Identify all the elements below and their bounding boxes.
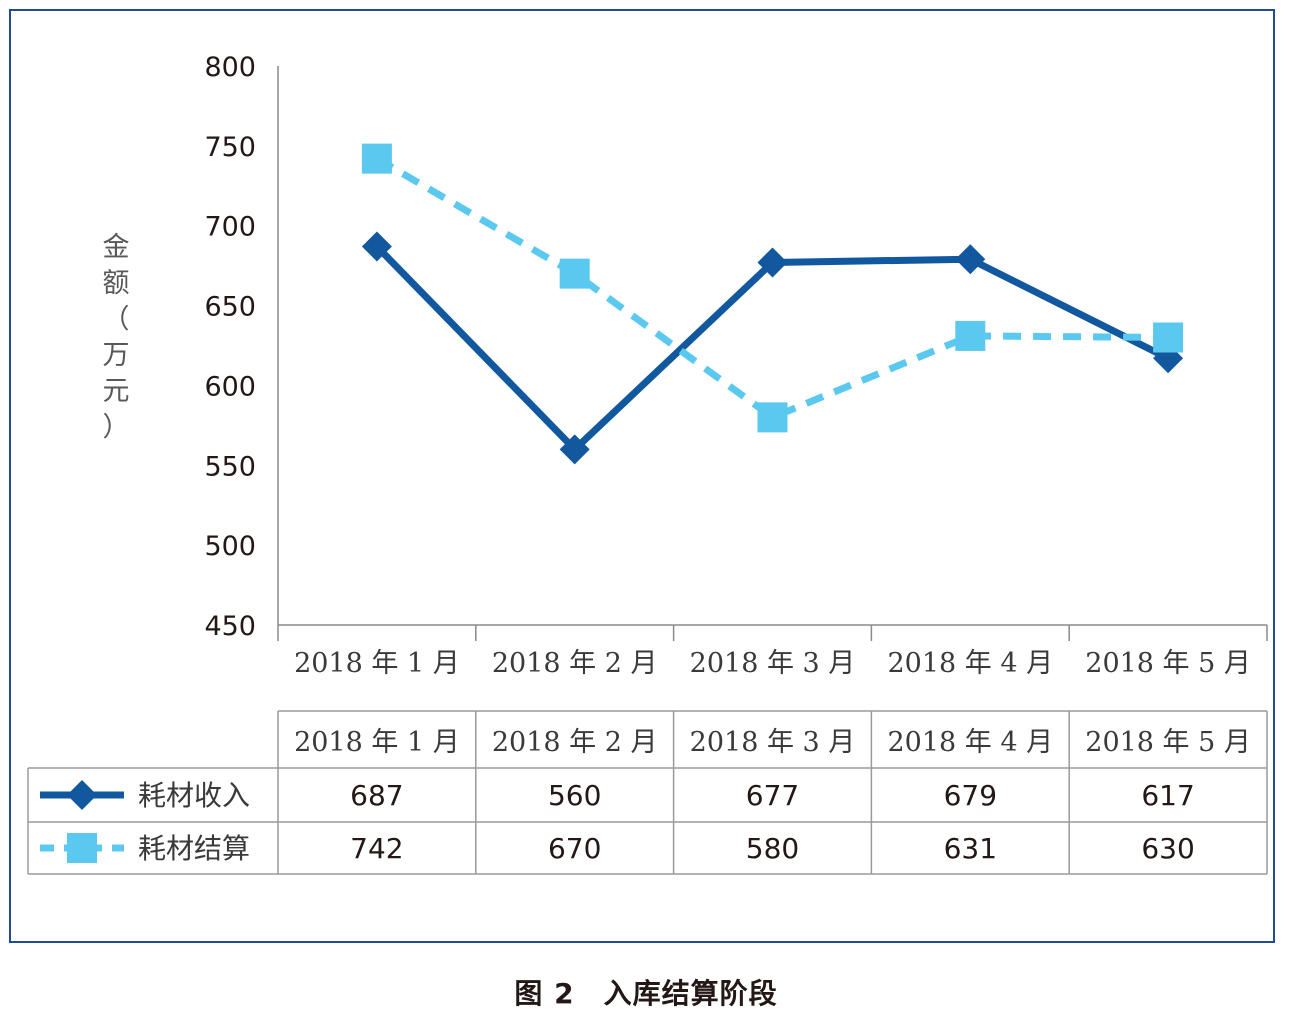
y-axis-label-char: ） — [103, 412, 130, 443]
y-tick-label: 700 — [204, 212, 256, 243]
series-layer — [361, 143, 1184, 465]
x-tick-label: 2018 年 2 月 — [492, 648, 658, 679]
y-axis-label-char: 万 — [103, 340, 130, 371]
table-value-cell: 677 — [746, 779, 799, 812]
y-tick-label: 500 — [204, 531, 256, 562]
table-value-cell: 742 — [350, 832, 403, 865]
x-tick-label: 2018 年 3 月 — [690, 648, 856, 679]
y-tick-label: 800 — [204, 52, 256, 83]
data-point-diamond — [757, 247, 788, 278]
legend-marker-square — [67, 833, 97, 863]
x-tick-label: 2018 年 5 月 — [1085, 648, 1251, 679]
data-point-diamond — [559, 434, 590, 465]
y-axis-label-char: 额 — [103, 268, 130, 299]
series-line — [375, 155, 1169, 421]
chart-frame — [9, 9, 1275, 943]
y-tick-label: 550 — [204, 451, 256, 482]
table-value-cell: 679 — [944, 779, 997, 812]
y-tick-label: 650 — [204, 292, 256, 323]
data-table: 2018 年 1 月 2018 年 2 月 2018 年 3 月 2018 年 4 月… — [27, 710, 1268, 875]
table-value-cell: 560 — [548, 779, 601, 812]
table-value-cell: 630 — [1141, 832, 1194, 865]
table-value-cell: 617 — [1141, 779, 1194, 812]
table-value-cell: 580 — [746, 832, 799, 865]
y-tick-label: 750 — [204, 132, 256, 163]
y-axis-label: 金额 （ 万元 ） — [103, 232, 130, 443]
legend-marker-diamond — [67, 780, 97, 810]
table-header-cell: 2018 年 5 月 — [1085, 727, 1251, 758]
table-header-cell: 2018 年 3 月 — [690, 727, 856, 758]
chart: 金额 （ 万元 ） 800 750 700 650 600 550 500 450 2018 年 1… — [27, 52, 1268, 875]
table-value-cell: 687 — [350, 779, 403, 812]
y-axis-label-char: （ — [103, 304, 130, 335]
y-axis-label-char: 元 — [103, 376, 130, 407]
data-point-square — [955, 320, 986, 351]
x-tick-label: 2018 年 1 月 — [294, 648, 460, 679]
table-header-cell: 2018 年 2 月 — [492, 727, 658, 758]
table-header-cell: 2018 年 1 月 — [294, 727, 460, 758]
x-tick-labels: 2018 年 1 月 2018 年 2 月 2018 年 3 月 2018 年 4 月… — [294, 648, 1251, 679]
data-point-diamond — [955, 244, 986, 275]
y-tick-label: 450 — [204, 611, 256, 642]
x-tick-label: 2018 年 4 月 — [887, 648, 1053, 679]
table-header-cell: 2018 年 4 月 — [887, 727, 1053, 758]
data-point-square — [1153, 322, 1184, 353]
data-point-diamond — [361, 231, 392, 262]
figure-caption: 图 2 入库结算阶段 — [514, 977, 778, 1010]
legend-label: 耗材结算 — [138, 832, 250, 865]
data-point-square — [757, 402, 788, 433]
y-tick-label: 600 — [204, 371, 256, 402]
axes — [277, 66, 1268, 641]
data-point-square — [361, 143, 392, 174]
data-point-square — [559, 258, 590, 289]
table-value-cell: 670 — [548, 832, 601, 865]
y-tick-labels: 800 750 700 650 600 550 500 450 — [204, 52, 256, 642]
y-axis-label-char: 金 — [103, 232, 130, 263]
table-value-cell: 631 — [944, 832, 997, 865]
legend-label: 耗材收入 — [138, 779, 250, 812]
